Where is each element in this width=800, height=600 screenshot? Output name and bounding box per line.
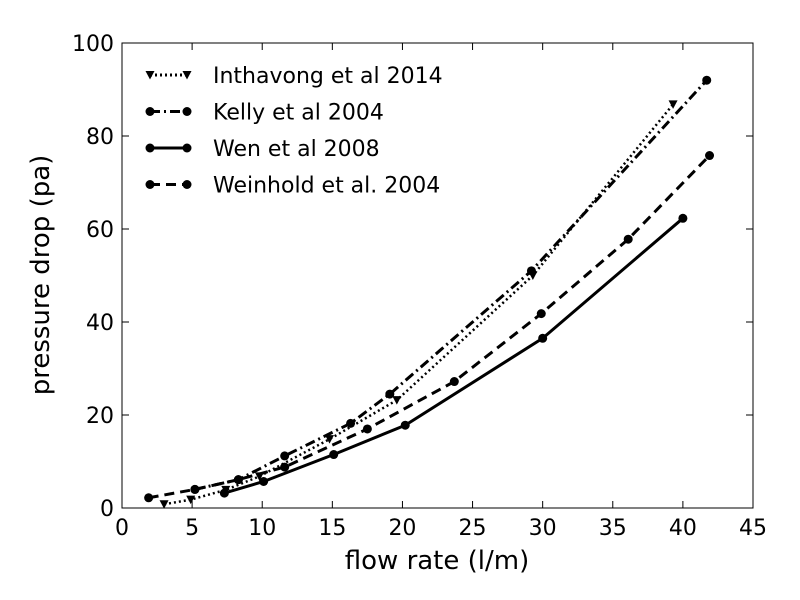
- legend-label: Wen et al 2008: [213, 137, 380, 162]
- legend-label: Inthavong et al 2014: [213, 64, 443, 89]
- data-point: [385, 389, 395, 399]
- legend-marker: [182, 107, 192, 116]
- series-line: [223, 217, 684, 495]
- x-tick-label: 45: [739, 516, 767, 541]
- data-point: [219, 488, 229, 498]
- x-tick-label: 15: [318, 516, 346, 541]
- legend-marker: [145, 180, 155, 189]
- data-point: [325, 435, 335, 444]
- data-point: [346, 418, 356, 428]
- data-point: [668, 100, 678, 109]
- data-point: [362, 424, 372, 434]
- legend-marker: [145, 71, 155, 80]
- data-point: [536, 309, 546, 319]
- y-tick-label: 100: [72, 32, 114, 57]
- x-tick-label: 10: [248, 516, 276, 541]
- data-point: [329, 450, 339, 460]
- plot-area: [121, 42, 754, 509]
- legend-label: Kelly et al 2004: [213, 101, 384, 126]
- data-point: [449, 377, 459, 387]
- legend-marker: [145, 143, 155, 153]
- data-point: [259, 476, 269, 486]
- marker-layer: [144, 75, 715, 509]
- data-point: [186, 495, 196, 505]
- plot-background: [122, 43, 753, 508]
- x-axis-ticks: 0 5 10 15 20 25 30 35 40 45: [115, 43, 767, 541]
- legend-marker: [182, 71, 192, 80]
- x-tick-label: 30: [529, 516, 557, 541]
- data-point: [144, 493, 154, 503]
- data-point: [678, 213, 688, 223]
- legend-marker: [182, 143, 192, 153]
- y-tick-label: 20: [86, 404, 114, 429]
- y-axis-ticks: 0 20 40 60 80 100: [72, 32, 753, 522]
- x-tick-label: 20: [388, 516, 416, 541]
- x-tick-label: 5: [185, 516, 199, 541]
- y-axis-label: pressure drop (pa): [26, 155, 56, 396]
- x-tick-label: 25: [459, 516, 487, 541]
- data-point: [280, 462, 290, 472]
- x-tick-label: 40: [669, 516, 697, 541]
- data-point: [538, 333, 548, 343]
- data-point: [526, 266, 536, 276]
- x-axis-label: flow rate (l/m): [345, 546, 530, 576]
- data-point: [159, 500, 169, 509]
- legend-label: Weinhold et al. 2004: [213, 174, 440, 199]
- data-point: [254, 472, 264, 481]
- y-tick-label: 0: [100, 497, 114, 522]
- data-point: [280, 451, 290, 461]
- data-point: [233, 475, 243, 485]
- y-tick-label: 60: [86, 218, 114, 243]
- series-line: [163, 103, 675, 506]
- data-point: [392, 396, 402, 405]
- data-point: [623, 234, 633, 244]
- legend-marker: [145, 107, 155, 116]
- legend: Inthavong et al 2014 Kelly et al 2004 Wen …: [145, 64, 443, 199]
- plot-frame: [121, 42, 754, 509]
- data-point: [400, 420, 410, 430]
- x-tick-label: 0: [115, 516, 129, 541]
- legend-marker: [182, 180, 192, 189]
- data-point: [190, 484, 200, 494]
- y-tick-label: 40: [86, 311, 114, 336]
- x-tick-label: 35: [599, 516, 627, 541]
- data-point: [705, 151, 715, 161]
- y-tick-label: 80: [86, 125, 114, 150]
- data-point: [702, 75, 712, 85]
